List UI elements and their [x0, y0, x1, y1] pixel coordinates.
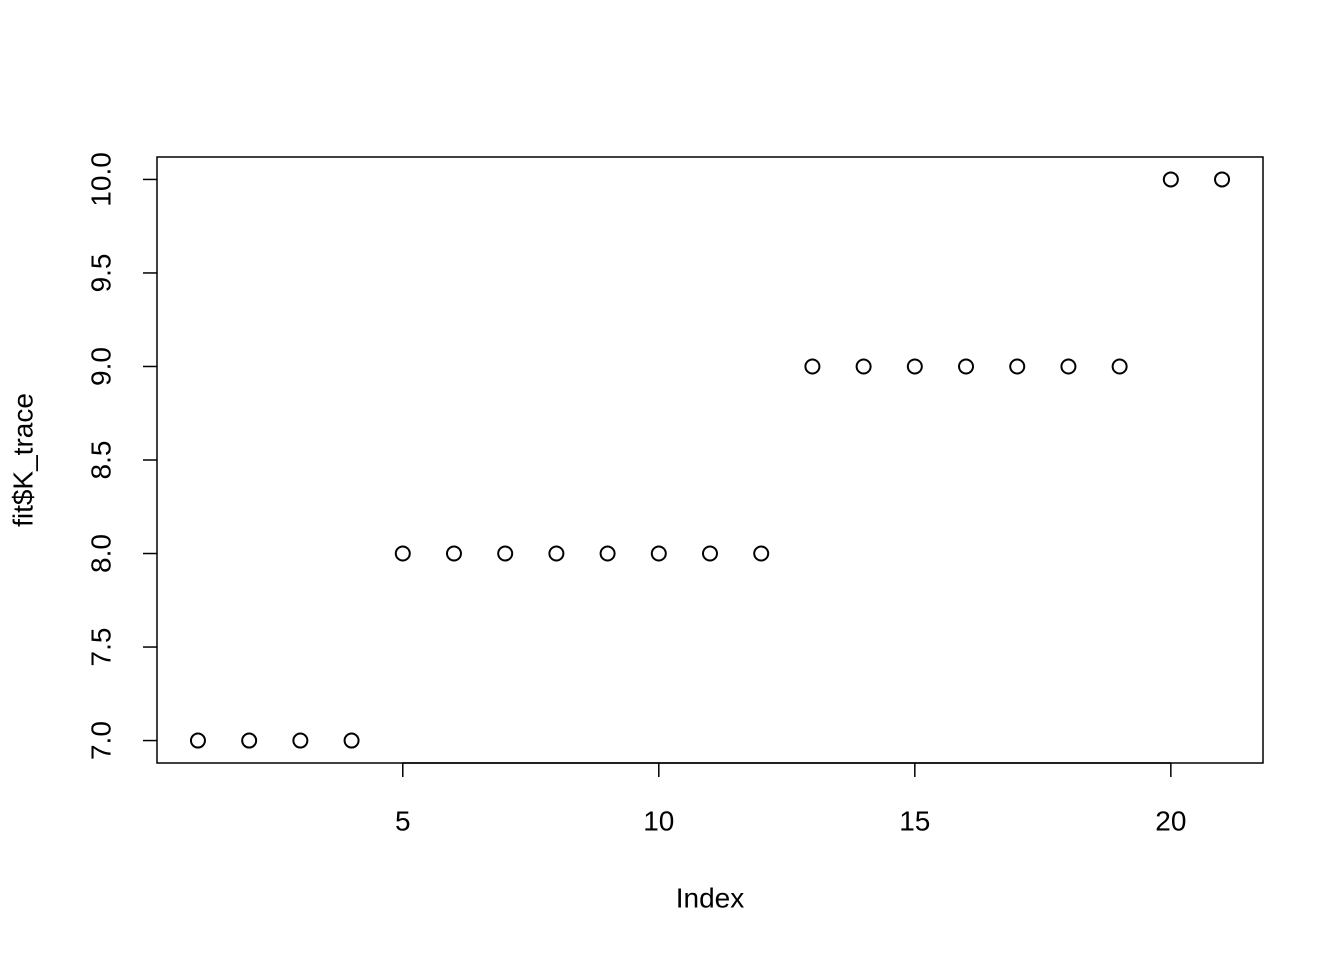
y-tick-label: 8.0 [85, 534, 116, 573]
x-axis-label: Index [676, 882, 745, 913]
plot-frame [156, 156, 1264, 764]
point [804, 358, 821, 375]
point [1060, 358, 1077, 375]
point [906, 358, 923, 375]
point [548, 545, 565, 562]
y-tick-label: 9.5 [85, 253, 116, 292]
point [497, 545, 514, 562]
y-tick-label: 7.0 [85, 721, 116, 760]
point [650, 545, 667, 562]
point [1214, 171, 1231, 188]
x-tick-label: 20 [1155, 805, 1186, 836]
point [1111, 358, 1128, 375]
x-tick-label: 10 [643, 805, 674, 836]
point [189, 732, 206, 749]
point [1162, 171, 1179, 188]
x-tick-label: 5 [395, 805, 411, 836]
y-tick-label: 7.5 [85, 628, 116, 667]
point [958, 358, 975, 375]
point [855, 358, 872, 375]
point [241, 732, 258, 749]
y-tick-label: 8.5 [85, 441, 116, 480]
point [1009, 358, 1026, 375]
point [599, 545, 616, 562]
point [343, 732, 360, 749]
x-tick-label: 15 [899, 805, 930, 836]
y-axis-label: fit$K_trace [7, 393, 38, 527]
point [702, 545, 718, 562]
point [445, 545, 462, 562]
y-tick-label: 9.0 [85, 347, 116, 386]
point [753, 545, 770, 562]
point [292, 732, 309, 749]
point [394, 545, 411, 562]
y-tick-label: 10.0 [85, 152, 116, 207]
